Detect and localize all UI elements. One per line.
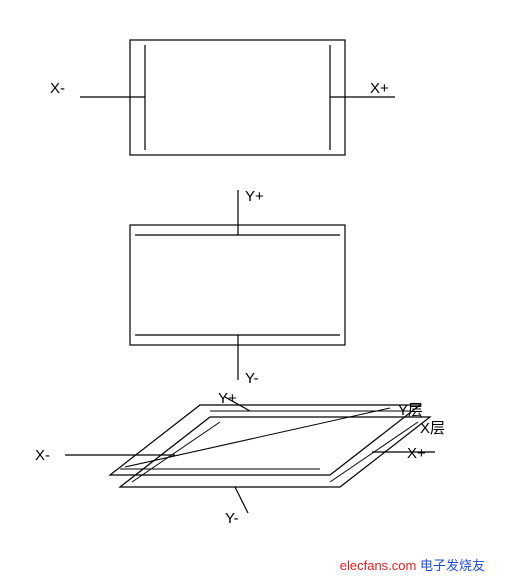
- label-x-plus-3d: X+: [407, 445, 426, 462]
- y-layer-svg: [35, 190, 405, 385]
- watermark: elecfans.com 电子发烧友: [340, 555, 485, 574]
- label-y-plus-mid: Y+: [245, 188, 264, 205]
- label-x-minus-top: X-: [50, 80, 65, 97]
- label-x-layer: X层: [420, 417, 445, 438]
- label-x-minus-3d: X-: [35, 447, 50, 464]
- x-layer-diagram: [35, 15, 405, 175]
- label-y-plus-3d: Y+: [218, 390, 237, 407]
- x-layer-svg: [35, 15, 405, 175]
- label-x-plus-top: X+: [370, 80, 389, 97]
- label-y-minus-mid: Y-: [245, 370, 259, 387]
- watermark-tld: .com: [388, 558, 416, 573]
- watermark-slogan: 电子发烧友: [420, 558, 485, 573]
- watermark-domain: elecfans: [340, 558, 388, 573]
- label-y-minus-3d: Y-: [225, 510, 239, 527]
- y-layer-diagram: [35, 190, 405, 385]
